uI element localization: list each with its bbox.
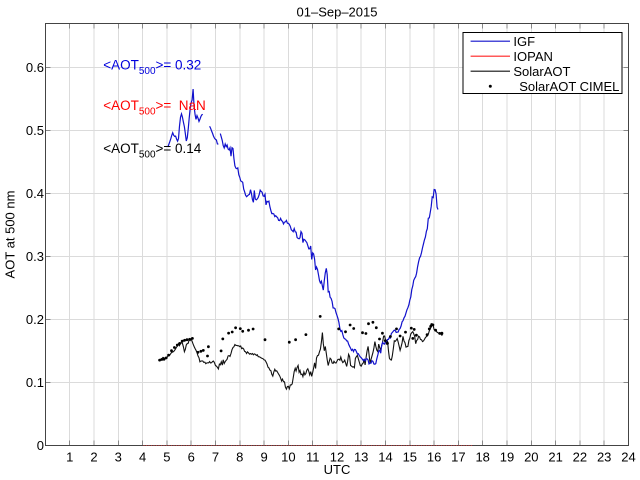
svg-text:20: 20 [524,450,538,465]
svg-text:11: 11 [306,450,320,465]
svg-text:3: 3 [115,450,122,465]
svg-text:0.6: 0.6 [26,60,44,75]
svg-text:8: 8 [236,450,243,465]
svg-text:4: 4 [139,450,146,465]
svg-text:0.3: 0.3 [26,249,44,264]
svg-text:6: 6 [188,450,195,465]
svg-text:14: 14 [378,450,392,465]
svg-text:0.1: 0.1 [26,375,44,390]
svg-text:<AOT500>= 0.14: <AOT500>= 0.14 [103,141,202,161]
svg-text:0.5: 0.5 [26,123,44,138]
svg-text:2: 2 [90,450,97,465]
svg-text:23: 23 [597,450,611,465]
svg-text:SolarAOT: SolarAOT [513,64,570,79]
svg-text:01–Sep–2015: 01–Sep–2015 [297,5,378,20]
svg-text:5: 5 [163,450,170,465]
svg-text:SolarAOT CIMEL: SolarAOT CIMEL [519,79,619,94]
svg-text:IOPAN: IOPAN [513,49,553,64]
svg-text:16: 16 [427,450,441,465]
svg-text:22: 22 [573,450,587,465]
svg-text:<AOT500>= NaN: <AOT500>= NaN [103,98,206,118]
svg-text:0.2: 0.2 [26,312,44,327]
svg-text:7: 7 [212,450,219,465]
svg-text:12: 12 [330,450,344,465]
svg-text:18: 18 [475,450,489,465]
svg-text:15: 15 [403,450,417,465]
svg-text:1: 1 [66,450,73,465]
svg-text:19: 19 [500,450,514,465]
svg-text:0.4: 0.4 [26,186,44,201]
svg-text:0: 0 [37,438,44,453]
svg-text:<AOT500>= 0.32: <AOT500>= 0.32 [103,58,201,78]
svg-text:17: 17 [451,450,465,465]
svg-text:IGF: IGF [513,34,535,49]
svg-text:21: 21 [548,450,562,465]
svg-text:10: 10 [281,450,295,465]
svg-text:13: 13 [354,450,368,465]
svg-text:9: 9 [260,450,267,465]
svg-text:AOT at 500 nm: AOT at 500 nm [3,191,18,279]
svg-text:24: 24 [621,450,635,465]
svg-text:UTC: UTC [324,462,351,477]
